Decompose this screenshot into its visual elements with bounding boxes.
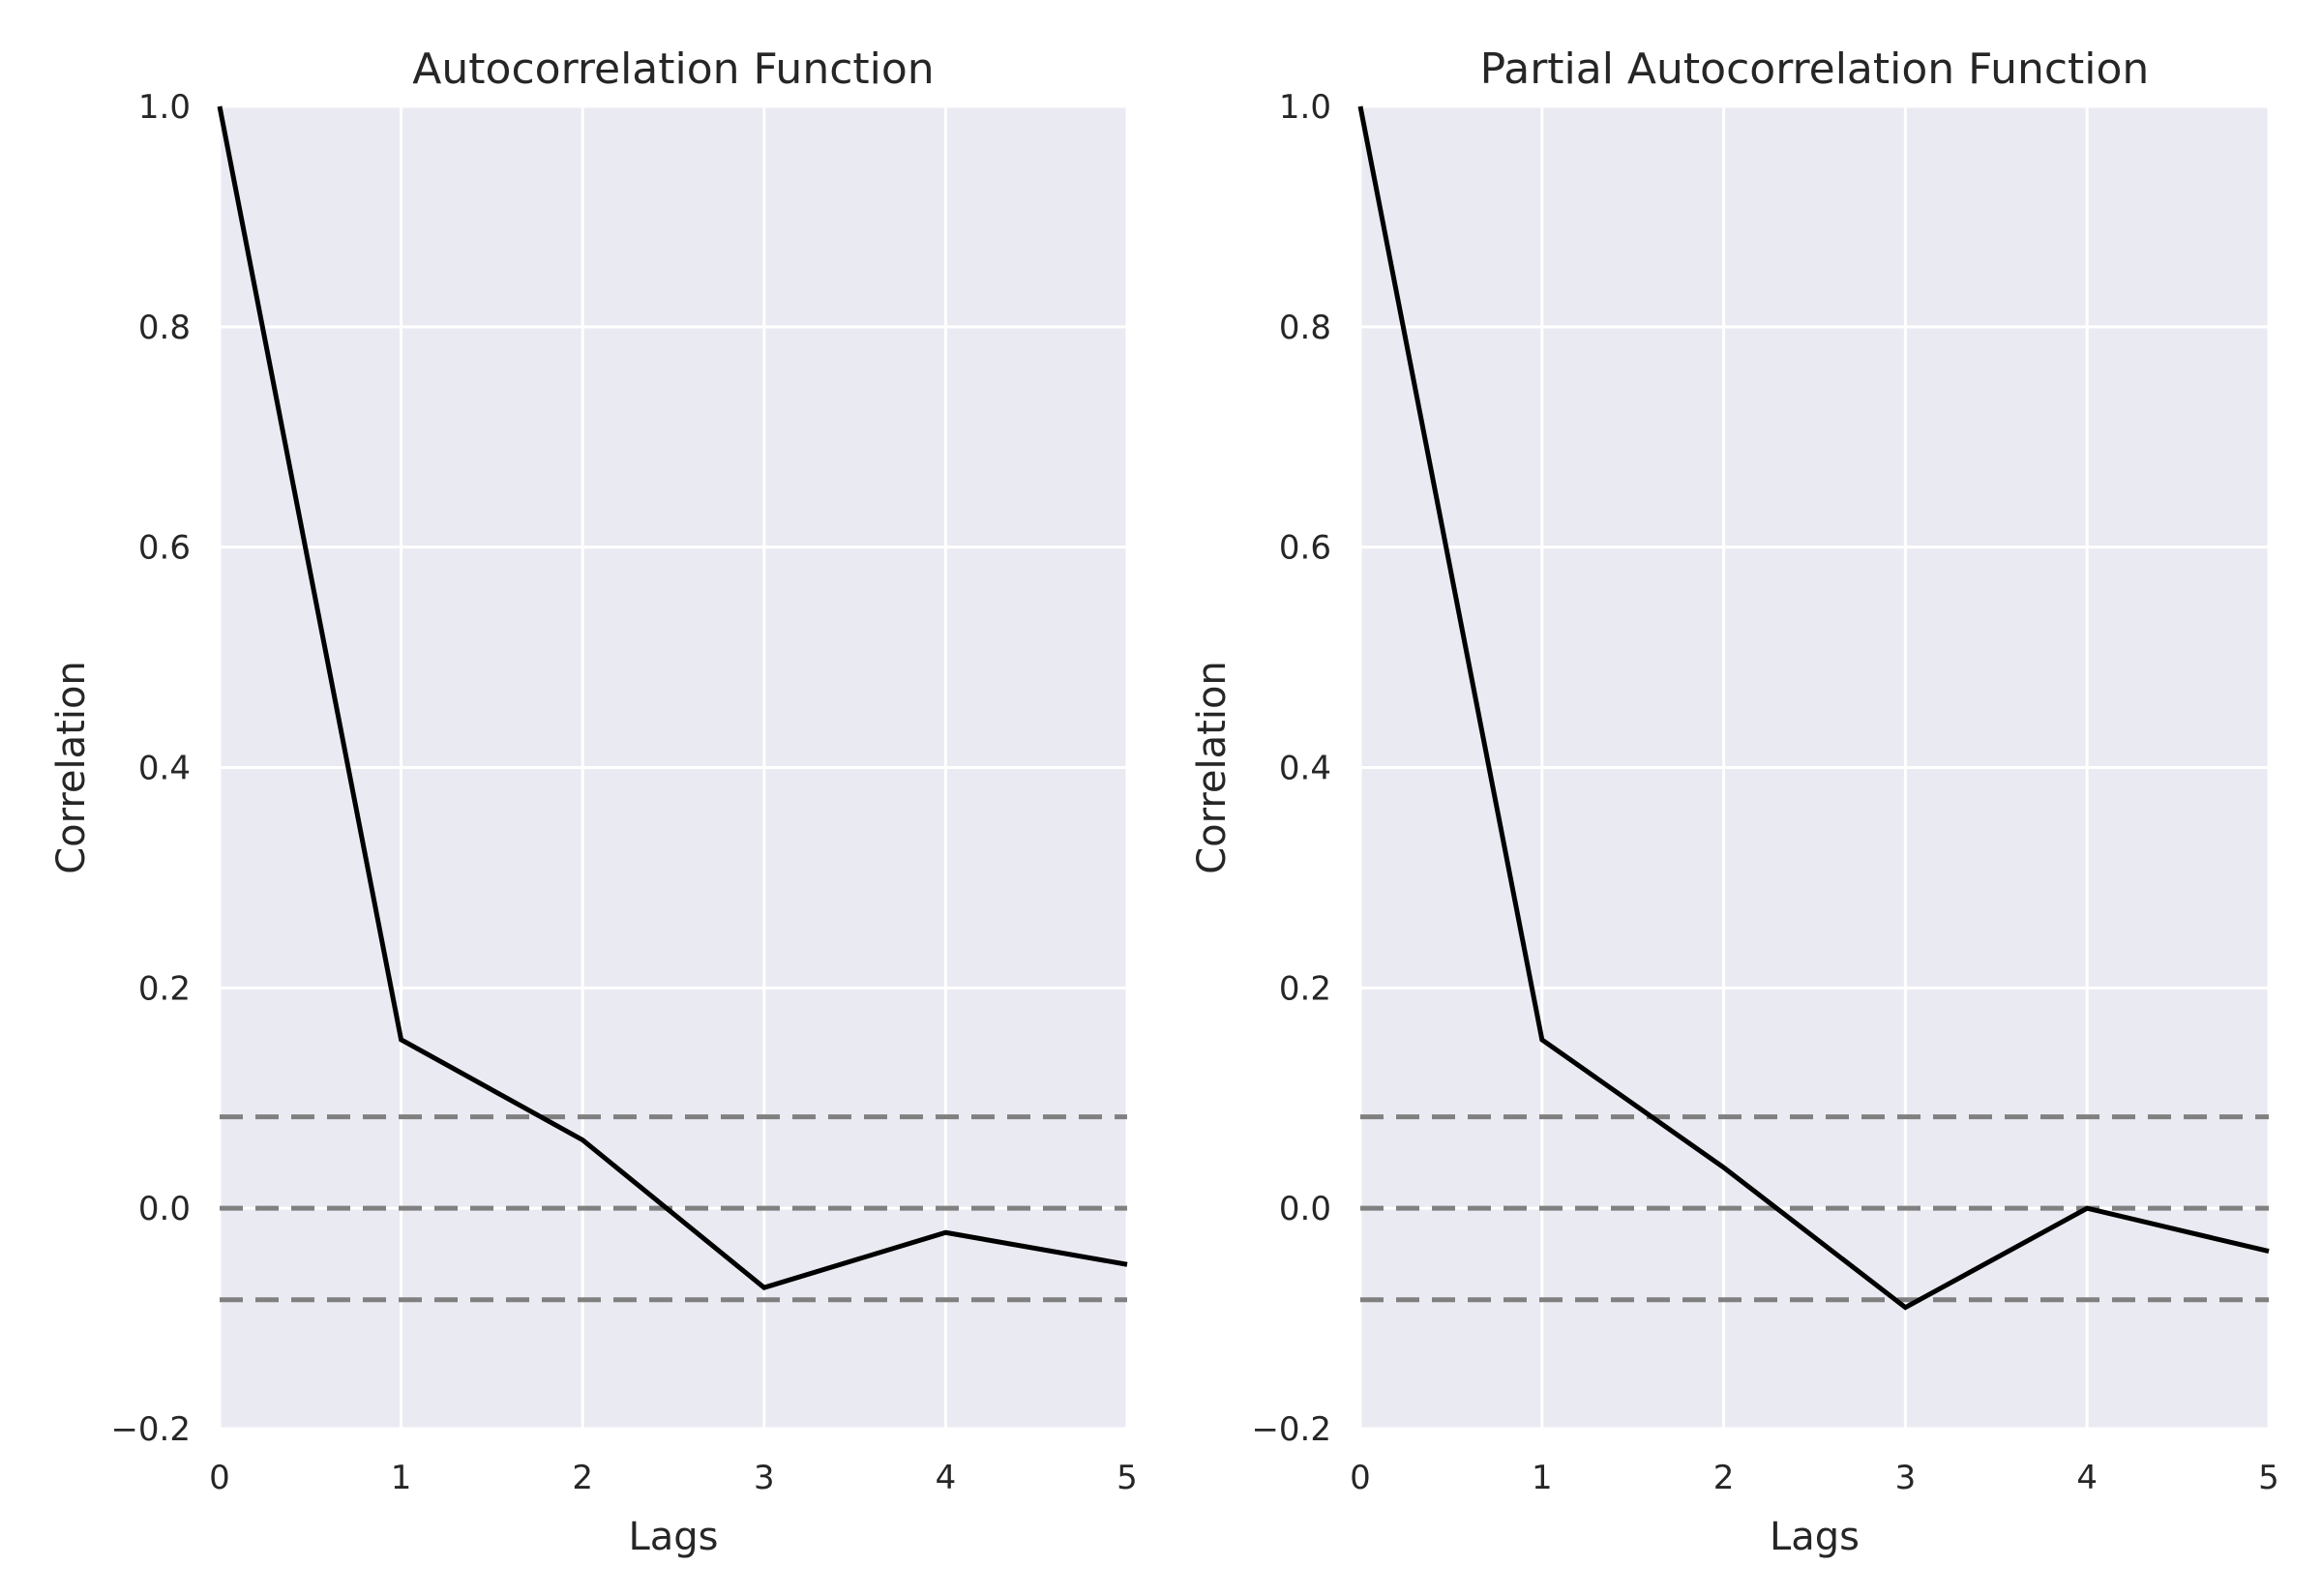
- acf-x-tick-label: 2: [572, 1459, 593, 1497]
- acf-x-tick-label: 5: [1116, 1459, 1138, 1497]
- pacf-x-tick-label: 5: [2258, 1459, 2279, 1497]
- acf-y-tick-label: 1.0: [138, 88, 191, 127]
- acf-x-tick-label: 1: [391, 1459, 412, 1497]
- pacf-y-tick-label: 0.2: [1279, 969, 1331, 1008]
- acf-y-tick-label: 0.8: [138, 309, 191, 347]
- pacf-series-line: [1357, 105, 2270, 1311]
- pacf-x-tick-label: 4: [2076, 1459, 2098, 1497]
- acf-y-tick-label: 0.0: [138, 1190, 191, 1228]
- acf-y-axis-label: Correlation: [49, 661, 94, 874]
- acf-chart-title: Autocorrelation Function: [412, 44, 934, 94]
- acf-y-tick-label: 0.6: [138, 529, 191, 568]
- pacf-chart-title: Partial Autocorrelation Function: [1480, 44, 2150, 94]
- acf-y-tick-label: 0.4: [138, 750, 191, 788]
- acf-x-tick-label: 0: [209, 1459, 230, 1497]
- pacf-x-axis-label: Lags: [1770, 1515, 1860, 1559]
- pacf-x-tick-label: 2: [1713, 1459, 1735, 1497]
- acf-x-axis-label: Lags: [628, 1515, 718, 1559]
- pacf-panel: −0.2 0.0 0.2 0.4 0.6 0.8 1.0 0 1 2 3 4 5 Partial Auto…: [1190, 44, 2279, 1559]
- pacf-x-tick-label: 1: [1532, 1459, 1553, 1497]
- acf-series-line: [217, 105, 1128, 1290]
- acf-y-tick-label: 0.2: [138, 969, 191, 1008]
- pacf-y-tick-label: 0.8: [1279, 309, 1331, 347]
- pacf-y-tick-label: 0.0: [1279, 1190, 1331, 1228]
- pacf-y-axis-label: Correlation: [1190, 661, 1235, 874]
- pacf-y-tick-label: 0.4: [1279, 750, 1331, 788]
- acf-y-tick-label: −0.2: [110, 1410, 191, 1449]
- pacf-y-tick-label: 1.0: [1279, 88, 1331, 127]
- acf-x-tick-label: 4: [936, 1459, 957, 1497]
- acf-x-tick-label: 3: [754, 1459, 775, 1497]
- pacf-x-tick-label: 3: [1895, 1459, 1917, 1497]
- pacf-y-tick-label: 0.6: [1279, 529, 1331, 568]
- acf-panel: −0.2 0.0 0.2 0.4 0.6 0.8 1.0 0 1 2 3 4 5 Autocorrelat…: [49, 44, 1138, 1559]
- pacf-x-tick-label: 0: [1350, 1459, 1371, 1497]
- pacf-y-tick-label: −0.2: [1251, 1410, 1331, 1449]
